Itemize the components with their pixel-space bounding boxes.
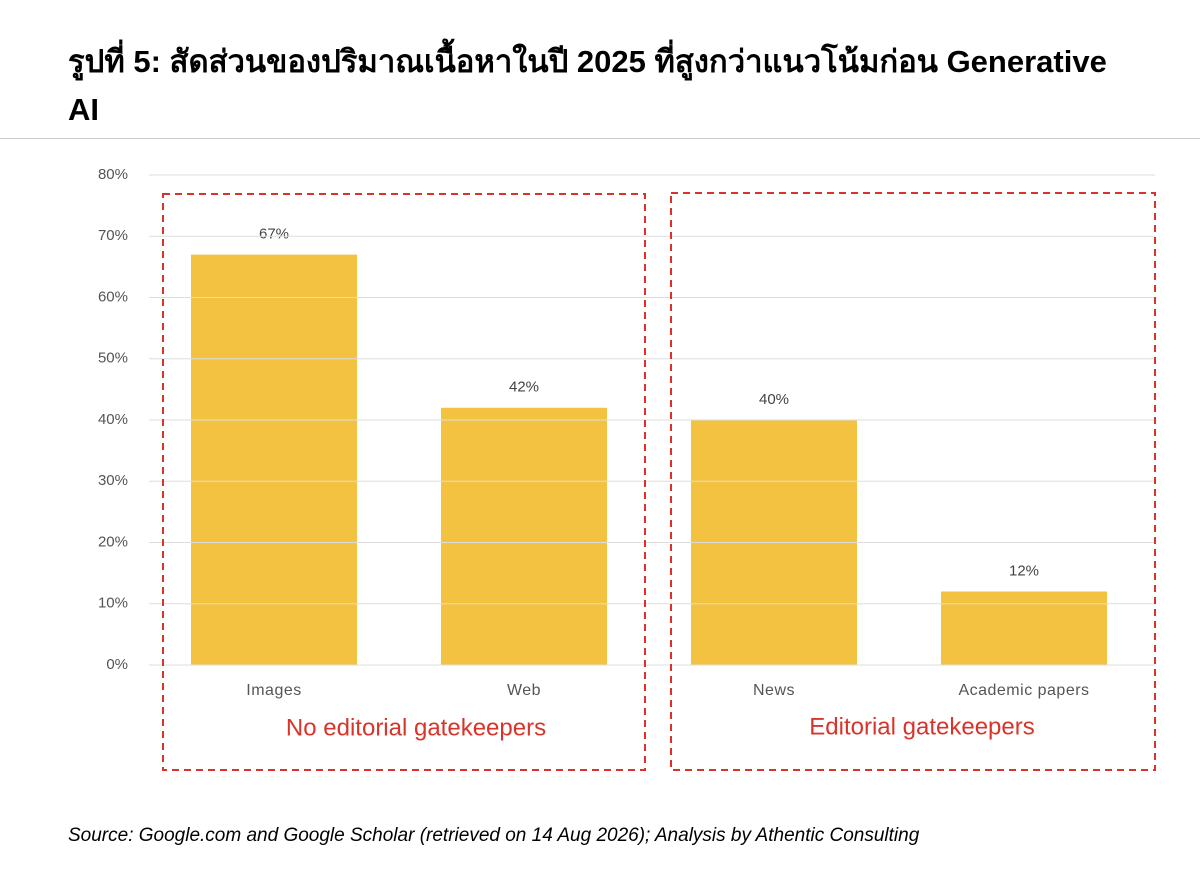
group-box — [670, 192, 1156, 771]
y-tick-label: 80% — [98, 166, 128, 183]
value-label: 12% — [1009, 562, 1039, 579]
y-tick-label: 30% — [98, 472, 128, 489]
group-label: No editorial gatekeepers — [286, 714, 546, 741]
x-tick-label: Academic papers — [958, 682, 1089, 699]
x-tick-label: Images — [246, 682, 301, 699]
value-label: 42% — [509, 379, 539, 396]
bar — [191, 254, 357, 665]
y-tick-label: 50% — [98, 350, 128, 367]
y-tick-label: 70% — [98, 227, 128, 244]
value-label: 67% — [259, 226, 289, 243]
bar — [941, 591, 1107, 665]
value-label: 40% — [759, 391, 789, 408]
group-box — [162, 193, 646, 771]
y-tick-label: 10% — [98, 595, 128, 612]
group-label: Editorial gatekeepers — [809, 713, 1034, 740]
divider — [0, 138, 1200, 139]
y-tick-label: 40% — [98, 411, 128, 428]
source: Source: Google.com and Google Scholar (r… — [68, 825, 920, 846]
x-tick-label: News — [753, 682, 795, 699]
chart-title: รูปที่ 5: สัดส่วนของปริมาณเนื้อหาในปี 20… — [68, 44, 1107, 127]
y-tick-label: 20% — [98, 533, 128, 550]
y-tick-label: 60% — [98, 288, 128, 305]
bar — [441, 407, 607, 665]
y-tick-label: 0% — [106, 656, 128, 673]
x-tick-label: Web — [507, 682, 541, 699]
